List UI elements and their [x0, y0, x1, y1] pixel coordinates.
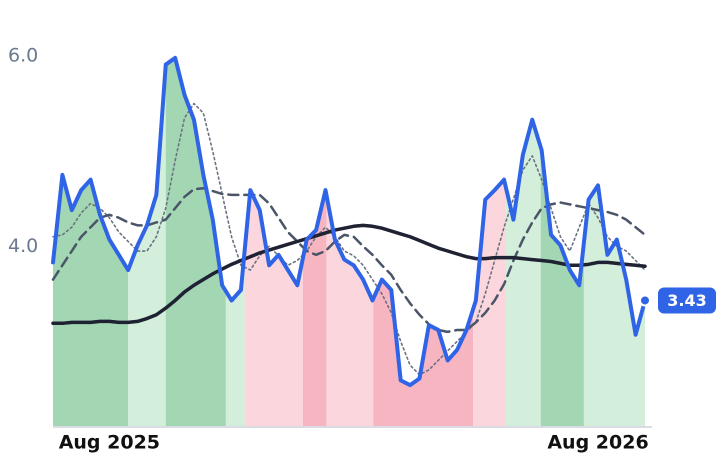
regime-band: [53, 57, 129, 427]
x-tick-label: Aug 2025: [59, 432, 160, 454]
series-line: [51, 55, 647, 388]
regime-band: [165, 57, 226, 427]
x-tick-label: Aug 2026: [547, 432, 648, 454]
regime-band: [504, 57, 541, 427]
lines: [51, 55, 651, 388]
y-tick-label: 6.0: [8, 45, 38, 67]
last-point: [639, 294, 651, 307]
regime-band: [225, 57, 245, 427]
regime-band: [244, 57, 303, 427]
regime-band: [583, 57, 645, 427]
series-line: [51, 223, 647, 326]
y-tick-label: 4.0: [8, 235, 38, 257]
last-value-badge: [658, 287, 716, 314]
regime-bands: [53, 57, 645, 427]
labels: 6.0 4.0 Aug 2025 Aug 2026 3.43: [8, 45, 716, 454]
regime-band: [128, 57, 166, 427]
regime-band: [473, 57, 505, 427]
last-value-label: 3.43: [667, 291, 706, 310]
